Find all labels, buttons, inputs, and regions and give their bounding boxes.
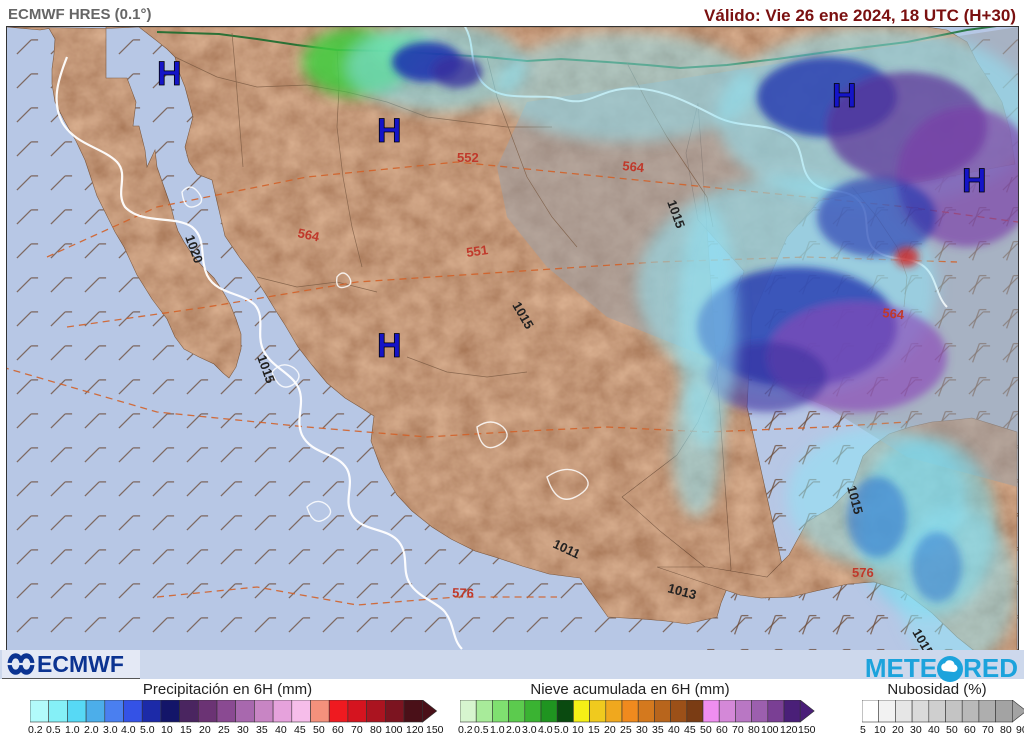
svg-text:H: H <box>832 77 857 115</box>
svg-text:H: H <box>377 112 402 150</box>
svg-text:576: 576 <box>852 565 874 580</box>
svg-text:564: 564 <box>622 158 646 175</box>
svg-text:H: H <box>377 327 402 365</box>
svg-text:H: H <box>157 55 182 93</box>
svg-text:552: 552 <box>457 150 479 165</box>
svg-text:564: 564 <box>882 305 906 322</box>
svg-text:551: 551 <box>465 242 489 260</box>
svg-text:576: 576 <box>452 585 474 601</box>
svg-text:H: H <box>962 162 987 200</box>
